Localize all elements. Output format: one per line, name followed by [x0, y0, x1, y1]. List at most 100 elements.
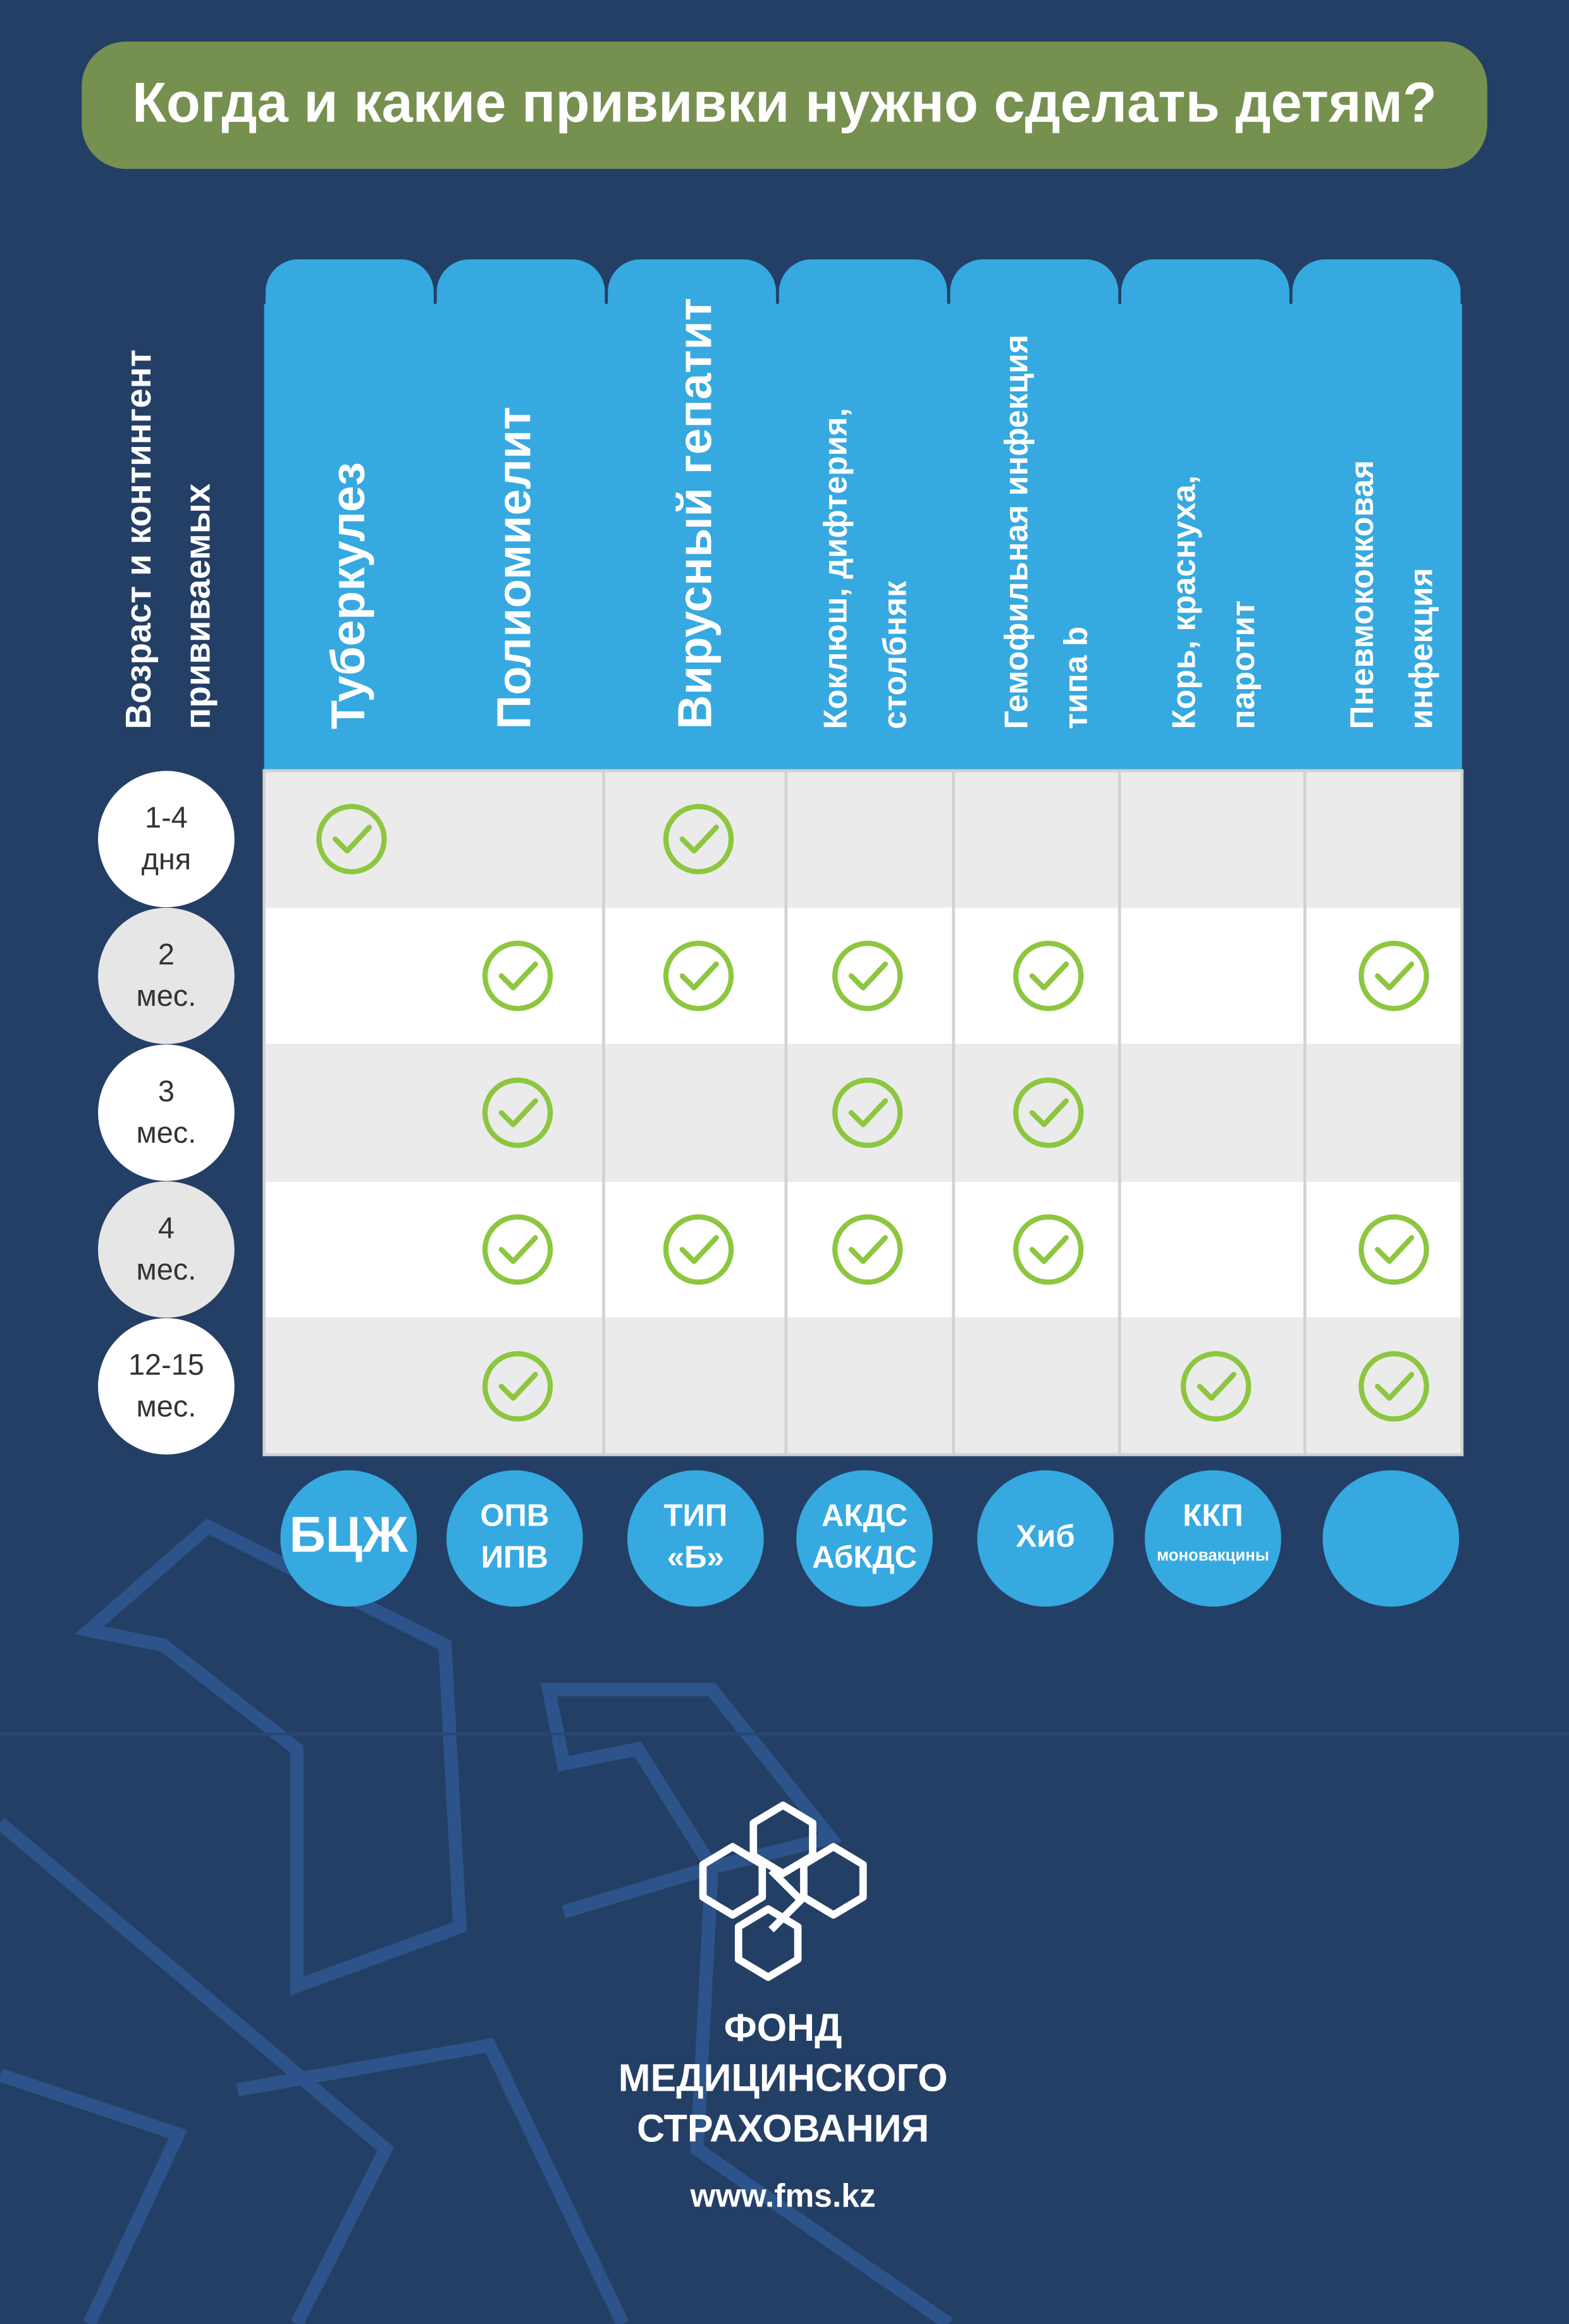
column-label: Гемофильная инфекция	[998, 334, 1035, 729]
check-circle	[832, 1214, 903, 1285]
check-mark	[1358, 1214, 1429, 1285]
abbr-label: ИПВ	[481, 1539, 548, 1574]
column-label: Коклюш, дифтерия,	[817, 408, 854, 729]
title: Когда и какие прививки нужно сделать дет…	[132, 70, 1437, 133]
org-name: СТРАХОВАНИЯ	[637, 2107, 929, 2150]
abbr-badge	[1322, 1470, 1460, 1607]
check-tick	[848, 1098, 889, 1127]
header-tab	[950, 259, 1119, 378]
abbr-label: Хиб	[1016, 1519, 1075, 1553]
check-mark	[1358, 1351, 1429, 1422]
abbr-label: БЦЖ	[289, 1507, 408, 1563]
row-header: Возраст и контингент	[118, 350, 158, 730]
table-row	[264, 771, 1462, 908]
org-name: ФОНД	[724, 2006, 842, 2049]
check-circle	[482, 940, 553, 1012]
table-row	[264, 1318, 1462, 1455]
table-row	[264, 1044, 1462, 1182]
abbr-badge	[977, 1470, 1114, 1607]
check-mark	[482, 1214, 553, 1285]
check-mark	[832, 1077, 903, 1148]
age-label: дня	[142, 843, 192, 876]
age-label: мес.	[137, 1390, 197, 1422]
check-circle	[1013, 1214, 1084, 1285]
check-circle	[832, 1077, 903, 1148]
check-mark	[482, 940, 553, 1012]
check-mark	[1181, 1351, 1252, 1422]
header-tab	[436, 259, 605, 378]
age-badge	[98, 1318, 235, 1455]
age-label: мес.	[137, 1253, 197, 1286]
column-label: Корь, краснуха,	[1165, 475, 1202, 730]
age-label: 4	[158, 1211, 175, 1244]
age-badge	[98, 771, 235, 908]
abbr-label: АбКДС	[812, 1539, 917, 1574]
column-label: типа b	[1057, 627, 1093, 730]
age-badge	[98, 1181, 235, 1318]
column-label: Полиомиелит	[487, 407, 540, 729]
title-bar	[82, 41, 1487, 169]
age-label: мес.	[137, 979, 197, 1012]
column-label: инфекция	[1403, 568, 1439, 729]
age-label: 2	[158, 938, 175, 971]
abbr-badge	[446, 1470, 583, 1607]
column-label: столбняк	[876, 581, 913, 730]
check-circle	[1013, 1077, 1084, 1148]
check-circle	[663, 804, 734, 874]
column-label: Вирусный гепатит	[668, 298, 721, 730]
check-circle	[832, 940, 903, 1012]
abbr-badge	[796, 1470, 933, 1607]
check-tick	[848, 961, 889, 991]
check-mark	[1013, 940, 1084, 1012]
check-circle	[1358, 1214, 1429, 1285]
org-name: МЕДИЦИНСКОГО	[618, 2057, 948, 2100]
check-tick	[679, 961, 719, 991]
table-row	[264, 907, 1462, 1044]
abbr-label: АКДС	[821, 1498, 908, 1533]
age-label: 3	[158, 1075, 175, 1108]
header-block	[264, 303, 1462, 771]
abbr-badge	[280, 1470, 417, 1607]
check-circle	[482, 1214, 553, 1285]
header-tab	[1121, 259, 1289, 378]
check-mark	[663, 940, 734, 1012]
check-tick	[498, 1098, 538, 1127]
age-badge	[98, 907, 235, 1044]
table-edge	[262, 769, 1464, 1457]
column-label: Туберкулез	[321, 462, 374, 730]
org-url: www.fms.kz	[690, 2177, 876, 2213]
abbr-label: «Б»	[667, 1539, 724, 1574]
column-label: паротит	[1224, 601, 1261, 730]
check-mark	[832, 940, 903, 1012]
check-mark	[663, 1214, 734, 1285]
check-circle	[482, 1077, 553, 1148]
header-tab	[1292, 259, 1461, 378]
check-tick	[1029, 1098, 1069, 1127]
abbr-label: ККП	[1183, 1498, 1243, 1533]
check-tick	[498, 961, 538, 991]
check-circle	[1358, 1351, 1429, 1422]
check-tick	[1375, 1235, 1415, 1264]
check-tick	[1375, 1371, 1415, 1401]
check-circle	[663, 940, 734, 1012]
check-circle	[663, 1214, 734, 1285]
check-mark	[1013, 1077, 1084, 1148]
check-mark	[482, 1351, 553, 1422]
check-tick	[1197, 1371, 1236, 1401]
check-mark	[1358, 940, 1429, 1012]
header-tab	[778, 259, 947, 378]
check-circle	[1013, 940, 1084, 1012]
check-mark	[1013, 1214, 1084, 1285]
check-mark	[482, 1077, 553, 1148]
check-tick	[848, 1235, 889, 1264]
check-tick	[679, 1235, 719, 1264]
check-mark	[316, 804, 387, 874]
check-tick	[1029, 1235, 1069, 1264]
logo	[699, 1801, 867, 1981]
age-label: 1-4	[145, 801, 188, 834]
check-circle	[1358, 940, 1429, 1012]
check-tick	[498, 1235, 538, 1264]
header-tab	[265, 259, 434, 378]
